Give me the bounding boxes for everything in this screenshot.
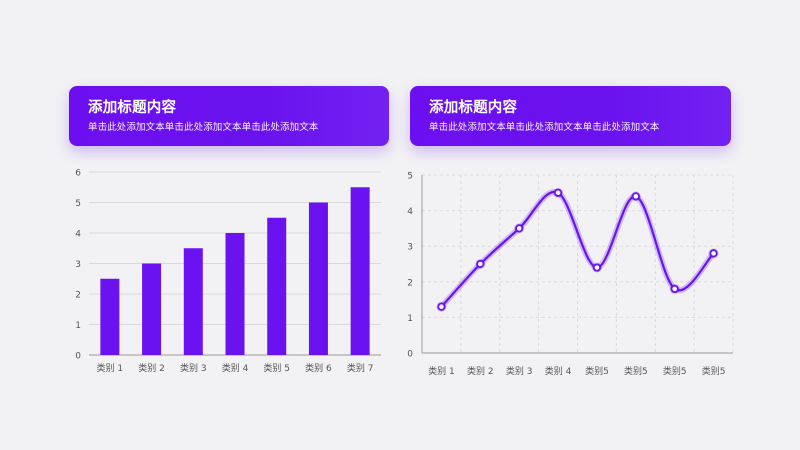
data-point: [437, 302, 446, 311]
x-tick-label: 类别 1: [428, 365, 455, 377]
y-tick-label: 4: [75, 230, 81, 240]
bar: [350, 187, 370, 355]
y-tick-label: 2: [407, 278, 413, 288]
chart-header-panel-left: 添加标题内容 单击此处添加文本单击此处添加文本单击此处添加文本: [69, 86, 389, 146]
y-tick-label: 5: [407, 172, 413, 182]
x-tick-label: 类别 4: [222, 362, 249, 374]
x-tick-label: 类别 5: [263, 362, 290, 374]
x-tick-label: 类别 6: [305, 362, 332, 374]
y-tick-label: 0: [75, 352, 81, 362]
data-point: [631, 192, 640, 201]
y-tick-label: 2: [75, 291, 81, 301]
x-tick-label: 类别 1: [97, 362, 124, 374]
bar: [142, 263, 162, 355]
x-tick-label: 类别5: [624, 365, 648, 377]
bar: [267, 217, 287, 355]
chart-header-panel-right: 添加标题内容 单击此处添加文本单击此处添加文本单击此处添加文本: [410, 86, 731, 146]
panel-subtitle: 单击此处添加文本单击此处添加文本单击此处添加文本: [88, 122, 319, 133]
x-tick-label: 类别 3: [506, 365, 533, 377]
y-tick-label: 3: [407, 243, 413, 253]
x-tick-label: 类别 2: [467, 365, 494, 377]
x-tick-label: 类别5: [585, 365, 609, 377]
x-tick-label: 类别 3: [180, 362, 207, 374]
y-tick-label: 5: [75, 199, 81, 209]
bar: [183, 248, 203, 355]
y-tick-label: 6: [75, 169, 81, 179]
data-point: [670, 284, 679, 294]
y-tick-label: 0: [407, 350, 413, 360]
x-tick-label: 类别5: [702, 365, 726, 377]
y-tick-label: 3: [75, 260, 81, 270]
x-tick-label: 类别 2: [138, 362, 165, 374]
y-tick-label: 1: [75, 321, 81, 331]
data-point: [592, 263, 602, 272]
y-tick-label: 4: [407, 207, 413, 217]
data-point: [709, 249, 718, 258]
panel-title: 添加标题内容: [88, 100, 177, 116]
data-point: [476, 259, 485, 269]
series-line: [440, 190, 715, 308]
x-tick-label: 类别5: [663, 365, 687, 377]
data-point: [553, 188, 563, 197]
y-tick-label: 1: [407, 314, 413, 324]
panel-title: 添加标题内容: [429, 100, 518, 116]
data-point: [515, 224, 524, 233]
x-tick-label: 类别 4: [545, 365, 572, 377]
bar: [100, 278, 120, 355]
x-tick-label: 类别 7: [347, 362, 374, 374]
panel-subtitle: 单击此处添加文本单击此处添加文本单击此处添加文本: [429, 122, 660, 133]
bar: [225, 233, 245, 355]
bar: [308, 202, 328, 355]
